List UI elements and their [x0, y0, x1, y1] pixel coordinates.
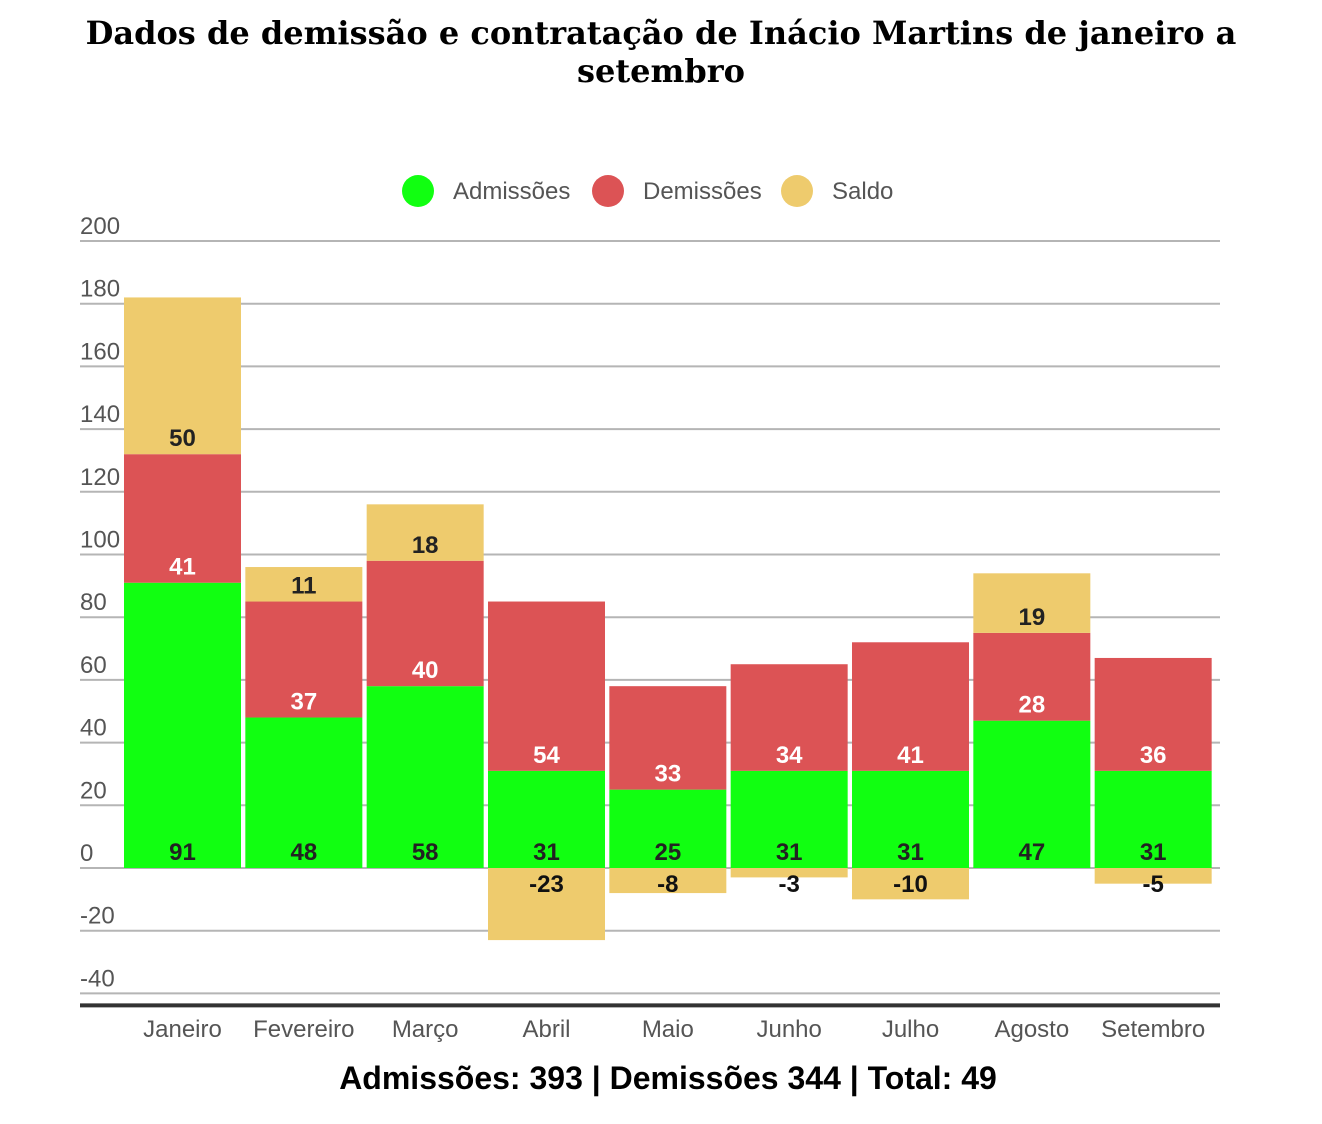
label-saldo: 18: [412, 532, 439, 559]
x-tick-label: Setembro: [1101, 1016, 1205, 1043]
x-tick-label: Abril: [522, 1016, 570, 1043]
bar-admissoes: [730, 770, 848, 868]
bar-admissoes: [245, 717, 363, 868]
y-tick-label: 40: [80, 715, 107, 742]
y-tick-label: 200: [80, 213, 120, 240]
chart-title: Dados de demissão e contratação de Ináci…: [85, 14, 1237, 90]
label-demissoes: 41: [897, 742, 924, 769]
label-demissoes: 37: [290, 689, 317, 716]
legend-label: Admissões: [453, 178, 570, 205]
bar-admissoes: [124, 582, 241, 868]
label-saldo: -8: [657, 871, 678, 898]
label-saldo: -23: [529, 871, 564, 898]
x-tick-label: Maio: [642, 1016, 694, 1043]
bar-saldo: [488, 868, 605, 941]
bar-saldo: [366, 504, 484, 561]
label-admissoes: 31: [776, 839, 803, 866]
y-tick-label: -20: [80, 903, 115, 930]
label-admissoes: 31: [1140, 839, 1167, 866]
label-demissoes: 33: [654, 761, 681, 788]
bar-admissoes: [488, 770, 605, 868]
label-admissoes: 91: [169, 839, 196, 866]
data-labels: 91 41 50 48 37 11 58 40 18 31 54 -23 25 33 -8 31 34 -3 31 4…: [169, 425, 1166, 898]
bar-demissoes: [730, 664, 848, 771]
y-tick-label: 120: [80, 464, 120, 491]
x-tick-label: Fevereiro: [253, 1016, 354, 1043]
label-saldo: 11: [291, 573, 316, 600]
y-tick-label: 80: [80, 589, 107, 616]
label-demissoes: 28: [1018, 692, 1045, 719]
label-demissoes: 41: [169, 554, 196, 581]
x-tick-label: Março: [392, 1016, 459, 1043]
label-demissoes: 40: [412, 657, 439, 684]
label-demissoes: 36: [1140, 742, 1167, 769]
bars: [124, 297, 1212, 941]
y-tick-label: 60: [80, 652, 107, 679]
label-admissoes: 25: [654, 839, 681, 866]
label-admissoes: 47: [1018, 839, 1045, 866]
bar-saldo: [245, 567, 363, 602]
label-admissoes: 31: [533, 839, 560, 866]
x-tick-label: Agosto: [994, 1016, 1069, 1043]
bar-saldo: [609, 868, 727, 894]
bar-admissoes: [609, 789, 727, 868]
label-saldo: 50: [169, 425, 196, 452]
label-saldo: -3: [778, 871, 799, 898]
bar-admissoes: [852, 770, 969, 868]
bar-demissoes: [973, 632, 1091, 721]
y-tick-label: 20: [80, 777, 107, 804]
bar-saldo: [1094, 868, 1212, 884]
y-tick-label: 0: [80, 840, 93, 867]
label-admissoes: 48: [290, 839, 317, 866]
bar-saldo: [852, 868, 969, 900]
bar-saldo: [973, 573, 1091, 633]
legend: Admissões Demissões Saldo: [402, 175, 893, 207]
bar-demissoes: [245, 601, 363, 718]
bar-saldo: [730, 868, 848, 878]
x-axis-labels: Janeiro Fevereiro Março Abril Maio Junho Julho…: [143, 1016, 1205, 1043]
x-tick-label: Junho: [756, 1016, 821, 1043]
label-demissoes: 54: [533, 742, 560, 769]
x-tick-label: Janeiro: [143, 1016, 222, 1043]
bar-demissoes: [488, 601, 605, 771]
legend-marker: [781, 175, 813, 207]
bar-demissoes: [124, 454, 241, 583]
bar-demissoes: [852, 642, 969, 771]
bar-saldo: [124, 297, 241, 455]
y-tick-label: -40: [80, 965, 115, 992]
y-tick-label: 160: [80, 338, 120, 365]
label-admissoes: 58: [412, 839, 439, 866]
label-demissoes: 34: [776, 742, 803, 769]
y-tick-label: 180: [80, 276, 120, 303]
bar-admissoes: [973, 720, 1091, 868]
bar-demissoes: [366, 560, 484, 687]
label-saldo: -5: [1142, 871, 1163, 898]
y-tick-label: 140: [80, 401, 120, 428]
x-tick-label: Julho: [882, 1016, 939, 1043]
y-tick-label: 100: [80, 527, 120, 554]
bar-admissoes: [366, 686, 484, 868]
summary-footer: Admissões: 393 | Demissões 344 | Total: …: [339, 1060, 997, 1096]
legend-label: Demissões: [643, 178, 762, 205]
legend-label: Saldo: [832, 178, 893, 205]
legend-marker: [592, 175, 624, 207]
label-saldo: 19: [1018, 604, 1045, 631]
bar-demissoes: [609, 686, 727, 790]
bar-admissoes: [1094, 770, 1212, 868]
bar-demissoes: [1094, 657, 1212, 771]
label-admissoes: 31: [897, 839, 924, 866]
legend-marker: [402, 175, 434, 207]
label-saldo: -10: [893, 871, 928, 898]
